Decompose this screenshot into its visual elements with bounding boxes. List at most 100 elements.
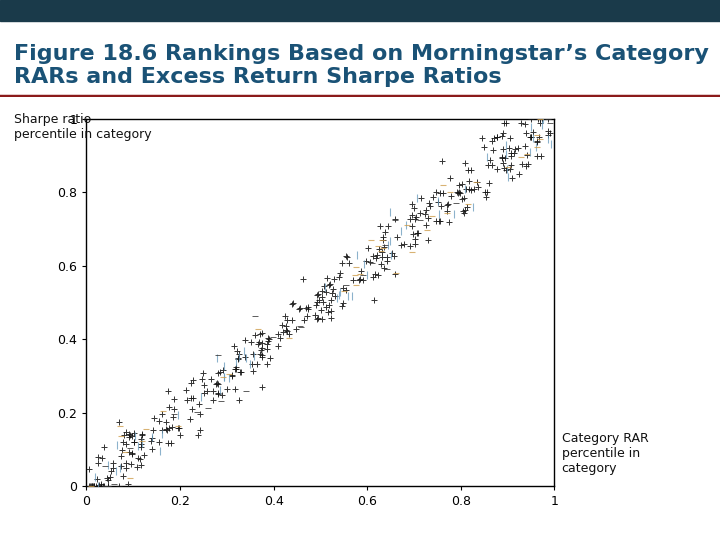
Point: [284, 334, 295, 342]
Point: [84, 482, 95, 490]
Point: [316, 293, 328, 302]
Point: [153, 437, 165, 446]
Point: [265, 354, 276, 362]
Point: [436, 201, 447, 210]
Point: [123, 433, 135, 441]
Point: [456, 207, 468, 216]
Point: [232, 355, 243, 363]
Point: [215, 386, 226, 395]
Point: [140, 424, 152, 433]
Point: [96, 454, 108, 462]
Point: [434, 217, 446, 226]
Point: [505, 152, 516, 160]
Point: [261, 345, 273, 353]
Point: [235, 368, 246, 376]
Point: [509, 145, 521, 153]
Point: [524, 147, 536, 156]
Point: [136, 431, 148, 440]
Point: [391, 268, 402, 277]
Point: [406, 221, 418, 230]
Point: [341, 281, 352, 289]
Point: [526, 123, 537, 131]
Point: [432, 198, 444, 206]
Point: [197, 375, 208, 383]
Point: [114, 464, 125, 472]
Point: [459, 194, 470, 202]
Point: [423, 199, 435, 207]
Point: [531, 143, 542, 152]
Point: [207, 396, 219, 404]
Point: [462, 200, 474, 208]
Point: [397, 240, 409, 249]
Point: [316, 286, 328, 295]
Point: [369, 295, 380, 304]
Point: [354, 275, 365, 284]
Point: [110, 467, 122, 475]
Point: [487, 160, 498, 169]
Point: [367, 273, 379, 281]
Point: [240, 354, 252, 362]
Point: [389, 215, 400, 224]
Point: [437, 157, 449, 166]
Point: [312, 290, 324, 299]
Point: [372, 271, 384, 280]
Point: [536, 120, 547, 129]
Point: [544, 119, 556, 127]
Point: [377, 236, 388, 245]
Point: [244, 360, 256, 368]
Point: [357, 271, 369, 279]
Point: [299, 316, 310, 325]
Point: [98, 442, 109, 451]
Point: [420, 206, 432, 214]
Point: [453, 181, 464, 190]
Point: [217, 366, 228, 374]
Point: [128, 437, 140, 446]
Point: [351, 251, 363, 260]
Point: [400, 221, 412, 230]
Point: [137, 436, 148, 445]
Point: [407, 200, 418, 208]
Point: [233, 349, 245, 358]
Point: [401, 221, 413, 230]
Point: [105, 466, 117, 475]
Point: [437, 189, 449, 198]
Point: [91, 475, 103, 483]
Point: [426, 212, 438, 221]
Point: [156, 410, 168, 419]
Point: [377, 244, 389, 252]
Point: [120, 427, 132, 436]
Point: [336, 259, 348, 267]
Point: [338, 286, 349, 295]
Point: [325, 295, 337, 304]
Point: [212, 388, 224, 397]
Point: [286, 316, 297, 325]
Point: [521, 151, 532, 159]
Point: [531, 138, 542, 146]
Point: [115, 462, 127, 471]
Point: [256, 352, 268, 361]
Point: [354, 269, 366, 278]
Point: [222, 384, 233, 393]
Point: [461, 203, 472, 212]
Point: [240, 387, 252, 395]
Point: [534, 114, 546, 123]
Point: [146, 434, 158, 442]
Point: [316, 315, 328, 323]
Point: [409, 234, 420, 243]
Point: [256, 383, 268, 391]
Point: [350, 281, 361, 289]
Point: [174, 424, 185, 433]
Point: [254, 330, 266, 339]
Point: [536, 114, 548, 123]
Point: [229, 384, 240, 393]
Point: [274, 334, 285, 342]
Point: [197, 368, 209, 377]
Point: [454, 189, 466, 198]
Point: [358, 259, 369, 268]
Point: [504, 134, 516, 143]
Point: [414, 209, 426, 218]
Point: [362, 244, 374, 252]
Point: [519, 141, 531, 150]
Point: [482, 153, 493, 161]
Point: [498, 159, 509, 167]
